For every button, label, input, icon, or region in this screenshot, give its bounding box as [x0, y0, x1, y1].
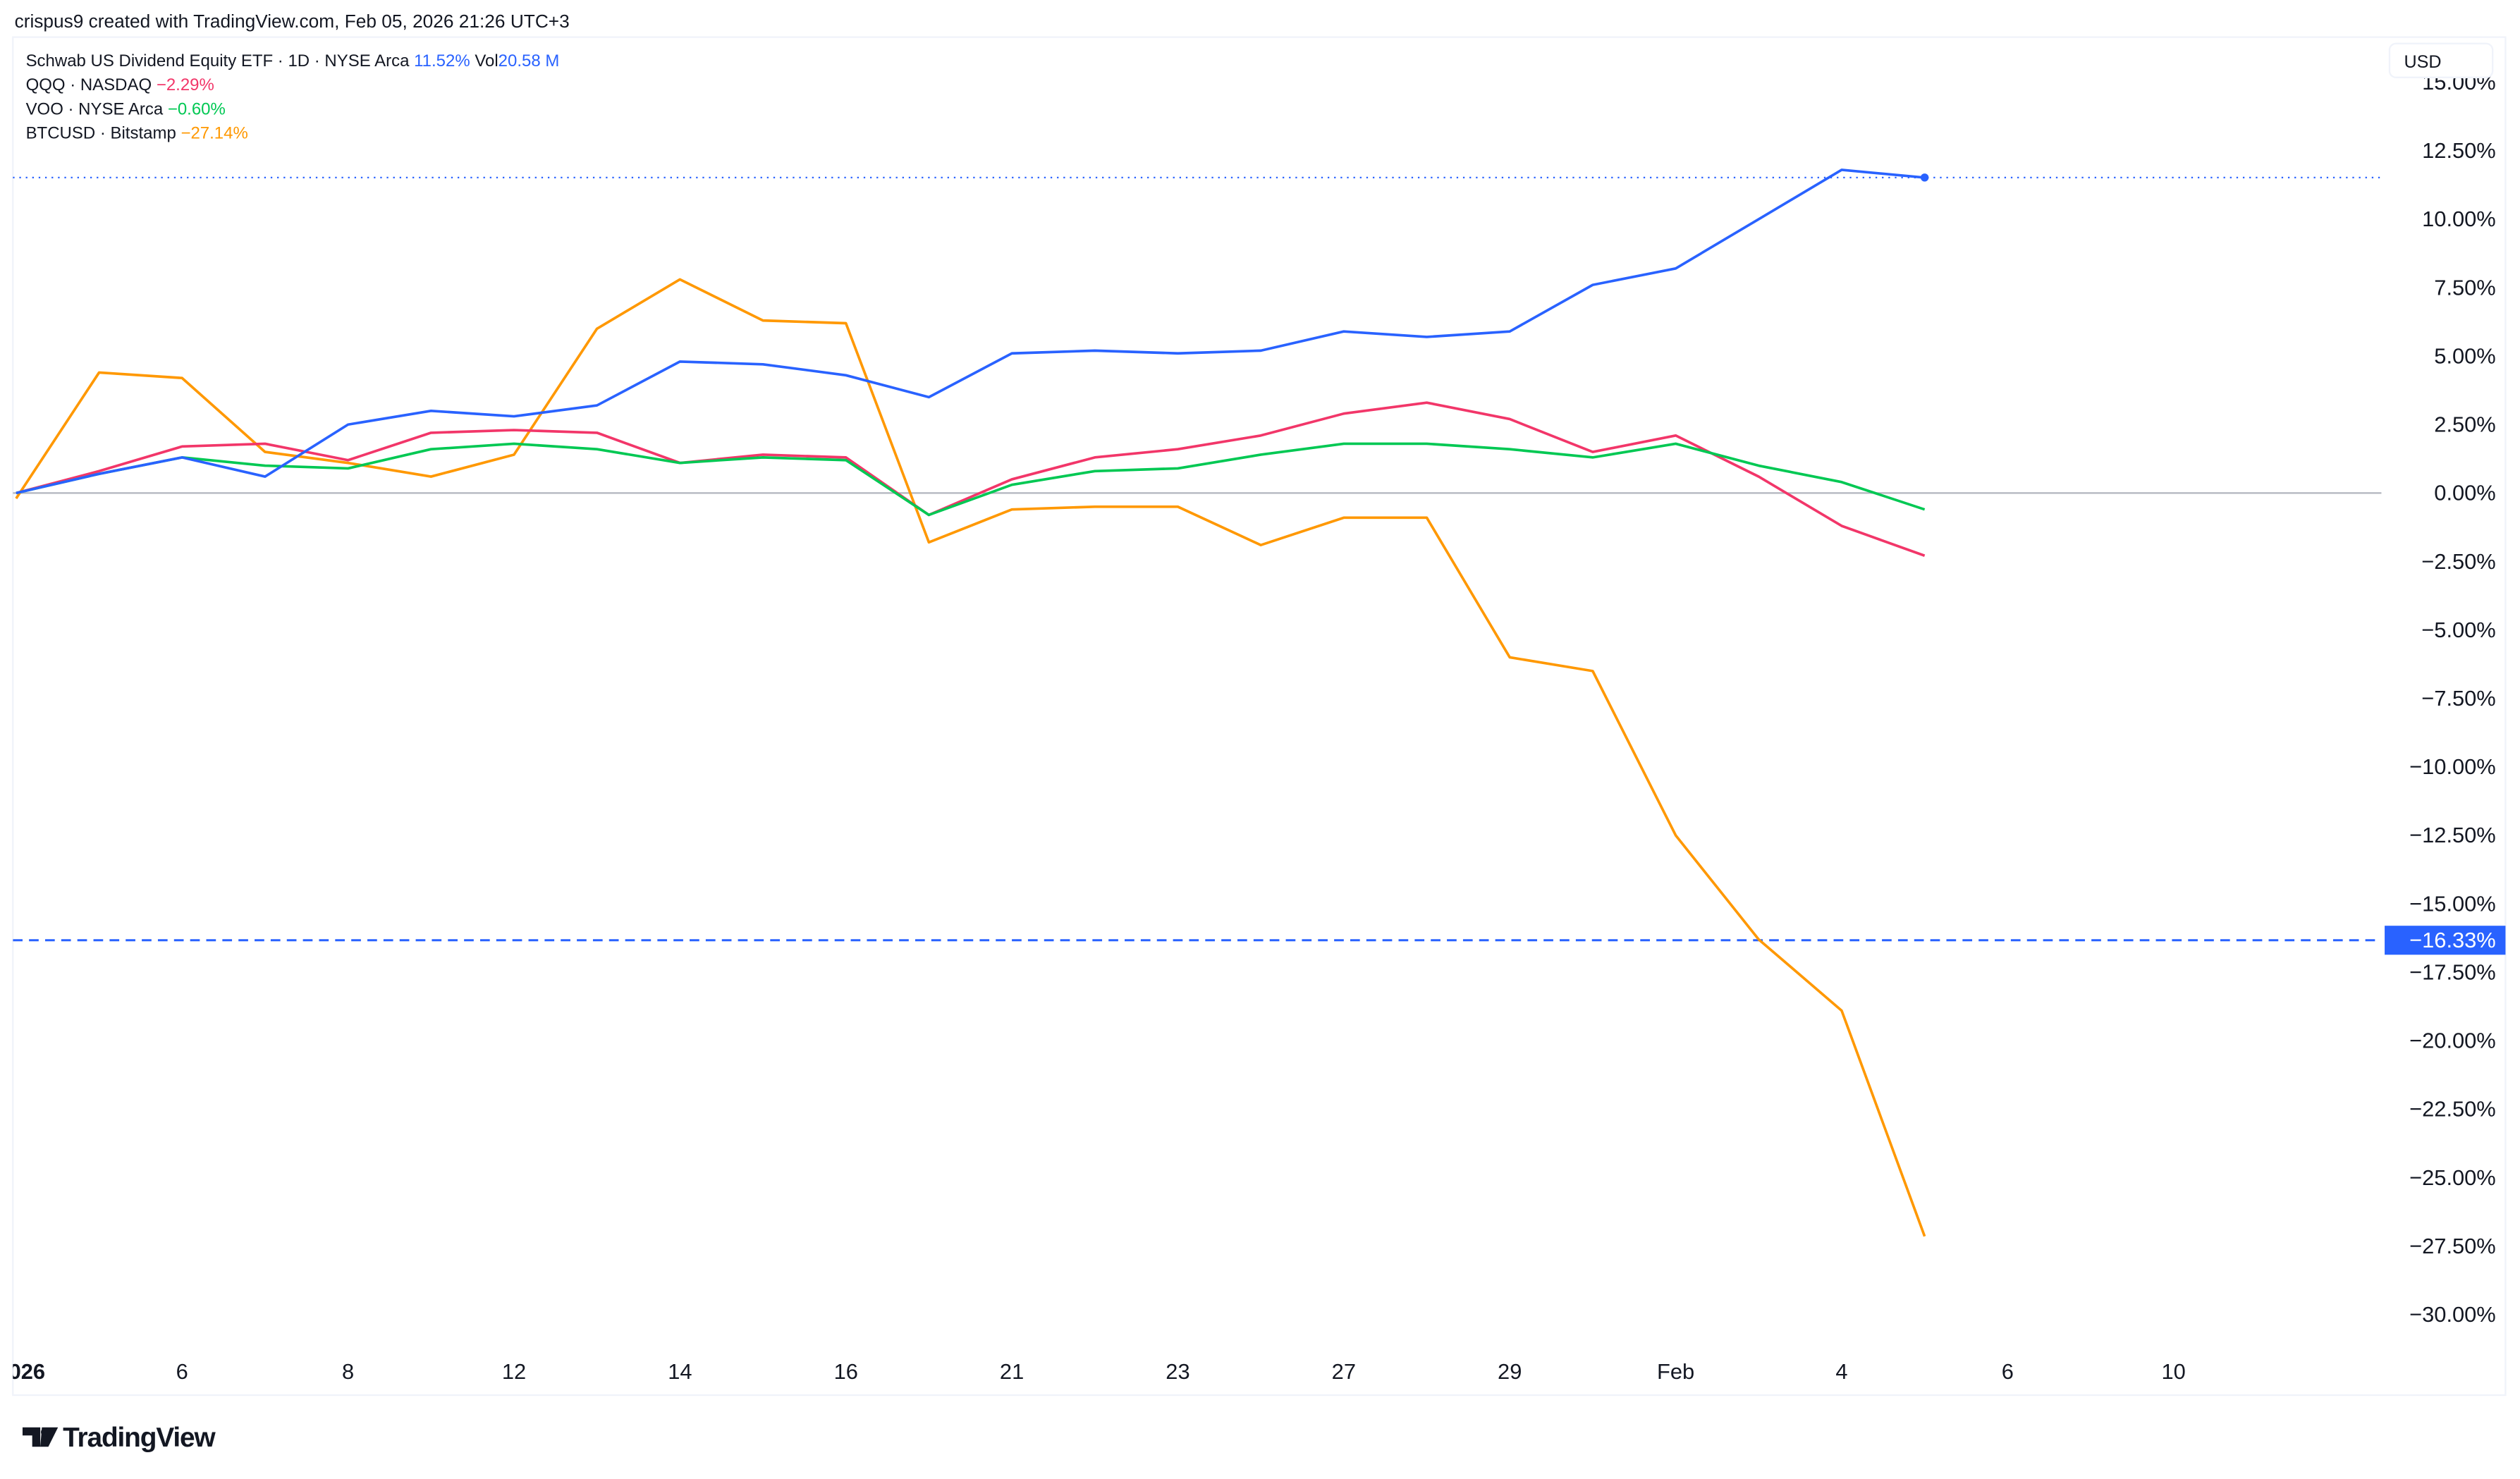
- y-tick-label: 10.00%: [2422, 207, 2496, 231]
- x-tick-label: 10: [2162, 1359, 2186, 1384]
- x-tick-label: 16: [834, 1359, 858, 1384]
- legend-item[interactable]: VOO · NYSE Arca −0.60%: [26, 99, 226, 118]
- y-tick-label: −10.00%: [2409, 754, 2496, 779]
- series-line-voo[interactable]: [16, 442, 1926, 517]
- attribution: crispus9 created with TradingView.com, F…: [15, 11, 570, 32]
- y-tick-label: −27.50%: [2409, 1234, 2496, 1258]
- legend-value: −27.14%: [181, 124, 247, 143]
- legend-label: QQQ · NASDAQ: [26, 75, 157, 94]
- last-point-marker: [1920, 173, 1929, 182]
- horizontal-line-label: −16.33%: [2409, 928, 2496, 952]
- x-tick-label: 4: [1835, 1359, 1847, 1384]
- horizontal-line-label-bg: [2385, 926, 2506, 955]
- legend-label: BTCUSD · Bitstamp: [26, 124, 181, 143]
- legend-label: Schwab US Dividend Equity ETF · 1D · NYS…: [26, 51, 415, 70]
- x-tick-label: 12: [502, 1359, 526, 1384]
- x-tick-label: Feb: [1657, 1359, 1694, 1384]
- x-tick-label: 6: [2002, 1359, 2014, 1384]
- x-tick-label: 14: [668, 1359, 692, 1384]
- x-tick-label: 2026: [0, 1359, 45, 1384]
- legend-value: 11.52%: [414, 51, 470, 70]
- chart-frame: [12, 36, 2507, 1397]
- series-line-qqq[interactable]: [16, 401, 1926, 557]
- currency-label: USD: [2404, 52, 2441, 72]
- y-tick-label: −7.50%: [2421, 686, 2495, 711]
- y-tick-label: −5.00%: [2421, 618, 2495, 642]
- y-tick-label: −12.50%: [2409, 823, 2496, 847]
- y-tick-label: −15.00%: [2409, 891, 2496, 916]
- x-tick-label: 8: [342, 1359, 354, 1384]
- y-tick-label: 2.50%: [2434, 412, 2495, 437]
- legend-vol-label: Vol: [470, 51, 499, 70]
- legend-label: VOO · NYSE Arca: [26, 99, 168, 118]
- y-tick-label: −30.00%: [2409, 1302, 2496, 1327]
- logo-text: TradingView: [63, 1423, 216, 1453]
- y-tick-label: 5.00%: [2434, 343, 2495, 368]
- y-tick-label: −25.00%: [2409, 1165, 2496, 1190]
- legend-value: −2.29%: [157, 75, 214, 94]
- x-tick-label: 6: [176, 1359, 188, 1384]
- y-tick-label: 12.50%: [2422, 138, 2496, 163]
- x-tick-label: 27: [1332, 1359, 1356, 1384]
- y-tick-label: 7.50%: [2434, 275, 2495, 300]
- currency-button[interactable]: USD: [2388, 42, 2494, 78]
- legend-item[interactable]: BTCUSD · Bitstamp −27.14%: [26, 124, 248, 143]
- y-tick-label: −2.50%: [2421, 549, 2495, 574]
- legend-value: −0.60%: [168, 99, 226, 118]
- y-tick-label: 0.00%: [2434, 481, 2495, 505]
- tradingview-logo: TradingView: [22, 1423, 217, 1453]
- y-tick-label: −17.50%: [2409, 959, 2496, 984]
- x-tick-label: 29: [1498, 1359, 1522, 1384]
- legend-item[interactable]: Schwab US Dividend Equity ETF · 1D · NYS…: [26, 51, 560, 70]
- x-tick-label: 23: [1166, 1359, 1189, 1384]
- series-line-schwab-us-dividend-equity-etf[interactable]: [16, 168, 1925, 495]
- series-line-btcusd[interactable]: [15, 278, 1926, 1237]
- legend-vol-value: 20.58 M: [499, 51, 560, 70]
- y-tick-label: −22.50%: [2409, 1097, 2496, 1122]
- legend-item[interactable]: QQQ · NASDAQ −2.29%: [26, 75, 214, 94]
- x-tick-label: 21: [1000, 1359, 1024, 1384]
- y-tick-label: −20.00%: [2409, 1029, 2496, 1053]
